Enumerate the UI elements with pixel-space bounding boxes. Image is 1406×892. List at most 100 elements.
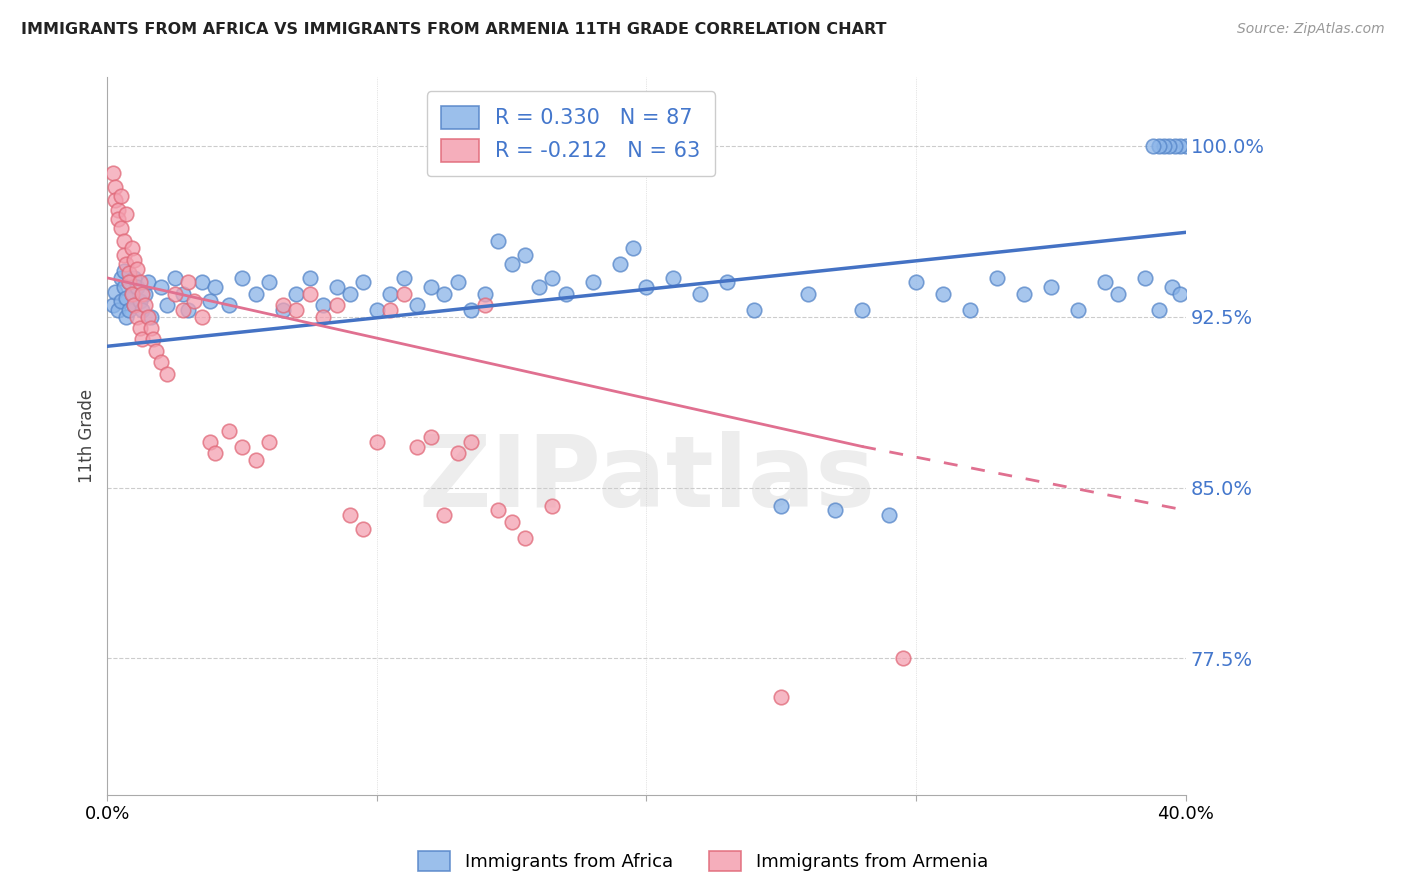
Point [380, 302, 402, 317]
Point [581, 276, 603, 290]
Point [231, 271, 253, 285]
Point [1012, 286, 1035, 301]
Point [163, 271, 186, 285]
Point [172, 302, 194, 317]
Point [770, 499, 793, 513]
Point [172, 286, 194, 301]
Point [662, 271, 685, 285]
Point [541, 271, 564, 285]
Point [716, 276, 738, 290]
Point [515, 531, 537, 545]
Point [104, 285, 127, 299]
Point [131, 333, 153, 347]
Point [107, 211, 129, 226]
Point [447, 446, 470, 460]
Point [121, 286, 143, 301]
Point [339, 508, 361, 522]
Point [851, 302, 873, 317]
Point [163, 286, 186, 301]
Point [959, 302, 981, 317]
Point [636, 280, 658, 294]
Text: IMMIGRANTS FROM AFRICA VS IMMIGRANTS FROM ARMENIA 11TH GRADE CORRELATION CHART: IMMIGRANTS FROM AFRICA VS IMMIGRANTS FRO… [21, 22, 887, 37]
Text: Source: ZipAtlas.com: Source: ZipAtlas.com [1237, 22, 1385, 37]
Point [1159, 138, 1181, 153]
Point [460, 434, 482, 449]
Point [125, 310, 148, 324]
Point [128, 321, 150, 335]
Point [515, 248, 537, 262]
Point [257, 276, 280, 290]
Point [115, 310, 138, 324]
Point [110, 189, 132, 203]
Point [183, 293, 205, 308]
Point [312, 298, 335, 312]
Point [1107, 286, 1129, 301]
Point [124, 298, 146, 312]
Point [107, 302, 129, 317]
Point [1039, 280, 1062, 294]
Point [110, 271, 132, 285]
Point [198, 434, 221, 449]
Point [271, 298, 294, 312]
Point [366, 434, 388, 449]
Point [150, 355, 173, 369]
Point [433, 508, 456, 522]
Point [770, 690, 793, 705]
Point [433, 286, 456, 301]
Point [118, 302, 141, 317]
Point [112, 248, 135, 262]
Point [107, 202, 129, 217]
Point [110, 293, 132, 308]
Point [128, 276, 150, 290]
Point [609, 257, 631, 271]
Point [742, 302, 765, 317]
Point [112, 264, 135, 278]
Point [190, 276, 212, 290]
Point [218, 298, 240, 312]
Point [104, 194, 127, 208]
Point [797, 286, 820, 301]
Point [145, 343, 167, 358]
Point [115, 207, 138, 221]
Point [124, 252, 146, 267]
Point [118, 266, 141, 280]
Point [136, 276, 159, 290]
Point [204, 446, 226, 460]
Point [298, 271, 321, 285]
Point [447, 276, 470, 290]
Point [554, 286, 576, 301]
Point [1153, 138, 1175, 153]
Point [353, 276, 375, 290]
Point [1147, 302, 1170, 317]
Point [1133, 271, 1156, 285]
Point [112, 280, 135, 294]
Point [121, 241, 143, 255]
Point [198, 293, 221, 308]
Point [121, 286, 143, 301]
Point [1168, 286, 1191, 301]
Point [204, 280, 226, 294]
Point [353, 522, 375, 536]
Point [110, 220, 132, 235]
Point [139, 310, 162, 324]
Point [118, 276, 141, 290]
Point [245, 453, 267, 467]
Point [325, 298, 347, 312]
Point [460, 302, 482, 317]
Point [366, 302, 388, 317]
Point [115, 292, 138, 306]
Point [139, 321, 162, 335]
Point [156, 298, 179, 312]
Point [1164, 138, 1187, 153]
Point [474, 298, 496, 312]
Point [177, 302, 200, 317]
Point [1168, 138, 1191, 153]
Point [486, 503, 509, 517]
Point [419, 430, 441, 444]
Point [131, 286, 153, 301]
Point [689, 286, 711, 301]
Point [325, 280, 347, 294]
Point [1174, 138, 1197, 153]
Point [285, 286, 308, 301]
Point [1161, 280, 1184, 294]
